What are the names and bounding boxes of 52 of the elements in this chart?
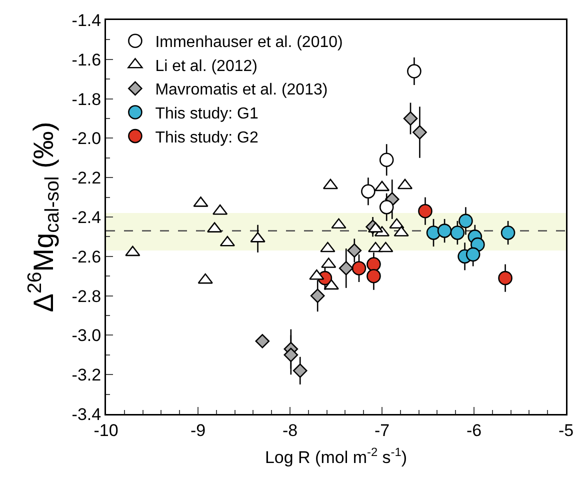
point <box>352 261 366 276</box>
x-axis-title: Log R (mol m$^{-2}$ s$^{-1}$) <box>264 444 408 468</box>
x-tick-label: -8 <box>282 420 298 440</box>
point <box>403 111 418 126</box>
point <box>379 152 394 168</box>
point <box>458 214 473 228</box>
point <box>212 204 228 215</box>
point <box>255 334 270 348</box>
point <box>437 224 452 238</box>
point <box>407 64 422 78</box>
point <box>284 348 298 362</box>
point <box>366 257 381 272</box>
y-tick-label: -1.6 <box>72 50 102 70</box>
point <box>378 242 394 252</box>
legend-label: Immenhauser et al. (2010) <box>155 34 343 52</box>
legend-label: Li et al. (2012) <box>155 58 258 75</box>
point <box>198 273 213 284</box>
point <box>450 226 465 240</box>
y-tick-label: -3.2 <box>72 366 102 385</box>
y-tick-label: -2.2 <box>72 168 102 188</box>
x-tick-label: -9 <box>190 420 206 440</box>
point <box>498 270 512 286</box>
point <box>500 226 516 240</box>
point <box>331 218 346 229</box>
point <box>309 269 324 280</box>
point <box>366 268 381 284</box>
point <box>324 279 339 290</box>
legend-label: Mavromatis et al. (2013) <box>155 82 328 99</box>
point <box>347 243 362 258</box>
y-tick-label: -3.0 <box>72 326 102 346</box>
y-tick-label: -2.8 <box>72 286 102 306</box>
point <box>412 125 427 140</box>
x-tick-label: -5 <box>558 420 574 440</box>
x-tick-label: -6 <box>466 420 482 440</box>
point <box>125 246 140 256</box>
y-tick-label: -2.4 <box>72 208 102 227</box>
point <box>466 247 480 262</box>
x-tick-label: -7 <box>374 420 390 440</box>
y-tick-label: -1.4 <box>72 10 102 30</box>
y-tick-label: -2.0 <box>72 129 102 148</box>
point <box>338 261 354 276</box>
point <box>320 242 336 252</box>
legend-label: This study: G1 <box>155 105 258 122</box>
legend-label: This study: G2 <box>155 129 258 146</box>
point <box>361 184 376 199</box>
y-tick-label: -1.8 <box>72 90 102 109</box>
point <box>389 218 404 229</box>
point <box>379 200 394 214</box>
y-tick-label: -2.6 <box>72 247 102 266</box>
point <box>418 204 432 218</box>
point <box>310 288 325 303</box>
point <box>292 364 308 378</box>
